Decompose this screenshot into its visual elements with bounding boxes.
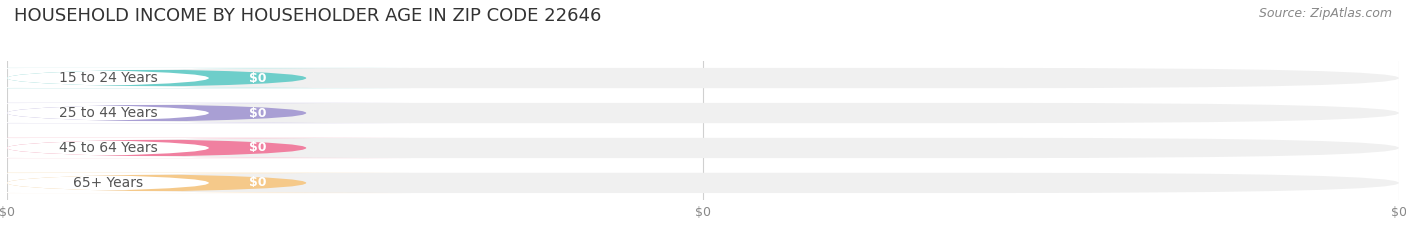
FancyBboxPatch shape xyxy=(7,68,1399,88)
FancyBboxPatch shape xyxy=(0,68,411,88)
FancyBboxPatch shape xyxy=(0,138,411,158)
FancyBboxPatch shape xyxy=(0,68,411,88)
Text: 25 to 44 Years: 25 to 44 Years xyxy=(59,106,157,120)
Text: Source: ZipAtlas.com: Source: ZipAtlas.com xyxy=(1258,7,1392,20)
Text: $0: $0 xyxy=(249,106,266,120)
Text: $0: $0 xyxy=(249,141,266,154)
FancyBboxPatch shape xyxy=(0,138,411,158)
Text: HOUSEHOLD INCOME BY HOUSEHOLDER AGE IN ZIP CODE 22646: HOUSEHOLD INCOME BY HOUSEHOLDER AGE IN Z… xyxy=(14,7,602,25)
FancyBboxPatch shape xyxy=(7,103,1399,123)
FancyBboxPatch shape xyxy=(0,173,411,193)
Text: $0: $0 xyxy=(249,72,266,85)
Text: 15 to 24 Years: 15 to 24 Years xyxy=(59,71,157,85)
FancyBboxPatch shape xyxy=(0,173,411,193)
FancyBboxPatch shape xyxy=(0,103,411,123)
FancyBboxPatch shape xyxy=(0,103,411,123)
Text: $0: $0 xyxy=(249,176,266,189)
Text: 65+ Years: 65+ Years xyxy=(73,176,143,190)
Text: 45 to 64 Years: 45 to 64 Years xyxy=(59,141,157,155)
FancyBboxPatch shape xyxy=(7,173,1399,193)
FancyBboxPatch shape xyxy=(7,138,1399,158)
